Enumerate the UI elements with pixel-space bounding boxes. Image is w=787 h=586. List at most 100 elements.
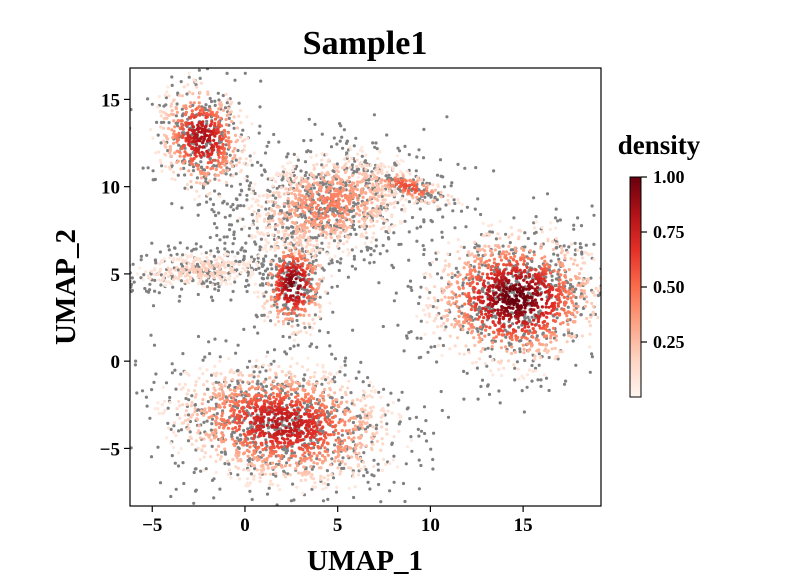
density-point: [347, 486, 351, 490]
background-point: [453, 226, 457, 230]
density-point: [384, 462, 388, 466]
density-point: [510, 233, 514, 237]
background-point: [313, 122, 317, 126]
density-point: [450, 272, 454, 276]
density-point: [490, 345, 494, 349]
density-point: [175, 407, 179, 411]
density-point: [312, 375, 316, 379]
background-point: [264, 394, 268, 398]
background-point: [349, 232, 353, 236]
background-point: [187, 398, 191, 402]
background-point: [210, 444, 214, 448]
density-point: [223, 163, 227, 167]
background-point: [317, 193, 321, 197]
density-point: [193, 410, 197, 414]
background-point: [150, 102, 154, 106]
density-point: [318, 466, 322, 470]
density-point: [223, 254, 227, 258]
background-point: [248, 489, 252, 493]
background-point: [367, 383, 371, 388]
density-point: [170, 108, 174, 113]
background-point: [242, 204, 246, 208]
background-point: [258, 124, 262, 128]
density-point: [383, 193, 387, 197]
density-point: [317, 248, 321, 252]
background-point: [247, 460, 252, 464]
density-point: [478, 336, 482, 340]
background-point: [245, 279, 249, 283]
density-point: [256, 290, 260, 294]
density-point: [563, 253, 567, 257]
background-point: [492, 270, 496, 274]
density-point: [164, 145, 168, 149]
density-point: [350, 220, 354, 224]
background-point: [415, 239, 419, 243]
background-point: [372, 113, 376, 117]
density-point: [312, 181, 316, 185]
background-point: [190, 394, 194, 398]
density-point: [268, 472, 273, 476]
density-point: [216, 444, 221, 448]
background-point: [513, 378, 517, 382]
background-point: [335, 260, 339, 264]
background-point: [225, 71, 229, 75]
density-point: [329, 372, 333, 376]
density-point: [297, 204, 301, 209]
background-point: [463, 166, 467, 170]
density-point: [150, 269, 154, 273]
background-point: [213, 99, 217, 103]
background-point: [418, 295, 422, 299]
density-point: [534, 220, 538, 224]
background-point: [537, 352, 541, 356]
density-point: [326, 160, 330, 164]
density-point: [279, 384, 283, 388]
density-point: [375, 164, 379, 168]
background-point: [133, 363, 137, 367]
background-point: [156, 445, 160, 449]
density-point: [311, 390, 316, 394]
density-point: [349, 147, 353, 152]
background-point: [208, 105, 212, 109]
background-point: [553, 284, 557, 288]
background-point: [438, 207, 442, 211]
density-point: [218, 359, 222, 363]
density-point: [291, 168, 295, 172]
density-point: [578, 295, 583, 299]
background-point: [301, 384, 305, 388]
density-point: [282, 232, 287, 236]
density-point: [266, 231, 270, 236]
background-point: [603, 234, 606, 237]
background-point: [234, 158, 238, 162]
background-point: [299, 212, 303, 216]
density-point: [454, 295, 458, 299]
background-point: [439, 389, 443, 394]
background-point: [215, 226, 219, 230]
background-point: [625, 314, 628, 317]
background-point: [456, 270, 460, 274]
density-point: [232, 115, 236, 119]
background-point: [263, 269, 268, 273]
density-point: [429, 275, 433, 279]
density-point: [400, 196, 404, 200]
background-point: [522, 410, 527, 414]
background-point: [533, 242, 537, 246]
density-point: [268, 219, 272, 223]
background-point: [422, 248, 426, 252]
density-point: [327, 218, 331, 222]
density-point: [249, 258, 254, 262]
background-point: [210, 373, 214, 377]
background-point: [304, 216, 308, 220]
background-point: [435, 272, 440, 276]
background-point: [408, 417, 412, 421]
density-point: [274, 373, 278, 377]
density-point: [231, 174, 235, 178]
density-point: [446, 252, 450, 256]
background-point: [435, 173, 440, 177]
background-point: [224, 143, 228, 147]
background-point: [333, 380, 337, 384]
density-point: [309, 465, 313, 469]
background-point: [557, 257, 561, 261]
background-point: [235, 436, 239, 440]
density-point: [185, 402, 189, 407]
background-point: [255, 226, 259, 230]
